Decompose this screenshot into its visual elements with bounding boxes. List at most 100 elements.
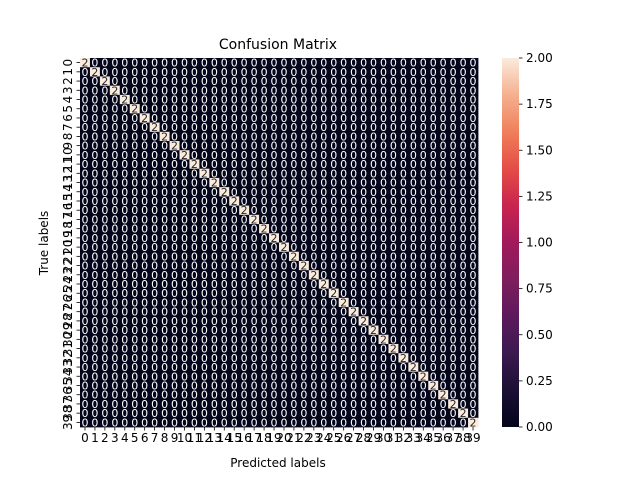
heatmap-cell — [388, 159, 399, 170]
cell-annotation: 0 — [141, 149, 148, 162]
heatmap-cell — [298, 113, 310, 123]
heatmap-cell — [308, 113, 320, 123]
cell-annotation: 0 — [161, 260, 168, 273]
cell-annotation: 0 — [310, 352, 317, 365]
cell-annotation: 0 — [380, 398, 387, 411]
cell-annotation: 0 — [320, 204, 327, 217]
cell-annotation: 0 — [111, 186, 118, 199]
heatmap-cell — [159, 353, 170, 363]
cell-annotation: 0 — [81, 343, 88, 356]
cell-annotation: 0 — [470, 186, 477, 199]
heatmap-cell — [378, 251, 389, 262]
cell-annotation: 0 — [280, 389, 287, 402]
heatmap-cell — [468, 408, 479, 419]
cell-annotation: 0 — [420, 84, 427, 97]
cell-annotation: 0 — [171, 306, 178, 319]
heatmap-cell — [418, 150, 429, 160]
cell-annotation: 0 — [81, 75, 88, 88]
heatmap-cell — [468, 270, 479, 280]
heatmap-cell — [328, 205, 340, 216]
heatmap-cell — [448, 260, 459, 271]
cell-annotation: 0 — [261, 103, 268, 116]
cell-annotation: 0 — [221, 241, 228, 254]
heatmap-cell — [288, 122, 300, 133]
cell-annotation: 0 — [330, 195, 337, 208]
cell-annotation: 0 — [261, 158, 268, 171]
cell-annotation: 0 — [360, 186, 367, 199]
cell-annotation: 0 — [151, 260, 158, 273]
cell-annotation: 0 — [290, 269, 297, 282]
cell-annotation: 0 — [221, 204, 228, 217]
heatmap-cell — [279, 85, 290, 96]
heatmap-cell — [249, 131, 260, 142]
cell-annotation: 0 — [470, 333, 477, 346]
heatmap-cell — [358, 159, 369, 170]
cell-annotation: 0 — [300, 324, 307, 337]
cell-annotation: 0 — [251, 195, 258, 208]
heatmap-cell — [249, 279, 260, 290]
cell-annotation: 0 — [310, 241, 317, 254]
heatmap-cell — [408, 131, 419, 142]
cell-annotation: 0 — [261, 343, 268, 356]
heatmap-cell — [279, 307, 290, 317]
heatmap-cell — [259, 325, 270, 336]
heatmap-cell — [428, 408, 439, 419]
heatmap-cell — [159, 371, 170, 382]
heatmap-cell — [398, 334, 409, 345]
heatmap-cell — [348, 343, 359, 354]
heatmap-cell — [279, 168, 290, 179]
heatmap-cell — [348, 214, 359, 225]
heatmap-cell — [80, 334, 91, 345]
cell-annotation: 0 — [271, 103, 278, 116]
cell-annotation: 0 — [320, 66, 327, 79]
cell-annotation: 0 — [290, 241, 297, 254]
heatmap-cell — [139, 390, 151, 400]
cell-annotation: 0 — [460, 269, 467, 282]
heatmap-cell — [109, 141, 121, 151]
heatmap-cell — [428, 159, 439, 170]
cell-annotation: 0 — [181, 343, 188, 356]
cell-annotation: 0 — [290, 130, 297, 143]
cell-annotation: 0 — [370, 407, 377, 420]
cell-annotation: 0 — [430, 177, 437, 190]
cell-annotation: 0 — [420, 260, 427, 273]
x-tick-label: 27 — [346, 431, 361, 445]
cell-annotation: 0 — [420, 140, 427, 153]
heatmap-cell — [109, 214, 121, 225]
cell-annotation: 0 — [320, 260, 327, 273]
heatmap-cell — [418, 94, 429, 105]
cell-annotation: 0 — [231, 296, 238, 309]
heatmap-cell — [448, 362, 459, 373]
heatmap-cell — [338, 242, 350, 253]
cell-annotation: 0 — [221, 84, 228, 97]
cell-annotation: 0 — [400, 324, 407, 337]
cell-annotation: 0 — [201, 103, 208, 116]
heatmap-cell — [189, 316, 200, 326]
cell-annotation: 0 — [181, 204, 188, 217]
heatmap-cell — [169, 177, 180, 188]
y-tick-label: 23 — [61, 267, 75, 282]
cell-annotation: 0 — [211, 66, 218, 79]
cell-annotation: 0 — [410, 186, 417, 199]
cell-annotation: 0 — [91, 84, 98, 97]
cell-annotation: 0 — [330, 223, 337, 236]
cell-annotation: 0 — [420, 287, 427, 300]
heatmap-cell — [288, 353, 300, 363]
cell-annotation: 0 — [201, 57, 208, 70]
cell-annotation: 0 — [91, 260, 98, 273]
heatmap-cell — [219, 417, 230, 428]
cell-annotation: 0 — [400, 112, 407, 125]
cell-annotation: 0 — [320, 213, 327, 226]
cell-annotation: 0 — [81, 130, 88, 143]
heatmap-cell — [448, 159, 459, 170]
cell-annotation: 0 — [241, 324, 248, 337]
cell-annotation: 0 — [420, 149, 427, 162]
heatmap-cell — [428, 380, 439, 391]
cell-annotation: 0 — [460, 287, 467, 300]
heatmap-cell — [438, 251, 449, 262]
cell-annotation: 0 — [121, 315, 128, 328]
cell-annotation: 0 — [470, 66, 477, 79]
cell-annotation: 0 — [131, 213, 138, 226]
cell-annotation: 0 — [290, 204, 297, 217]
heatmap-cell — [199, 168, 210, 179]
